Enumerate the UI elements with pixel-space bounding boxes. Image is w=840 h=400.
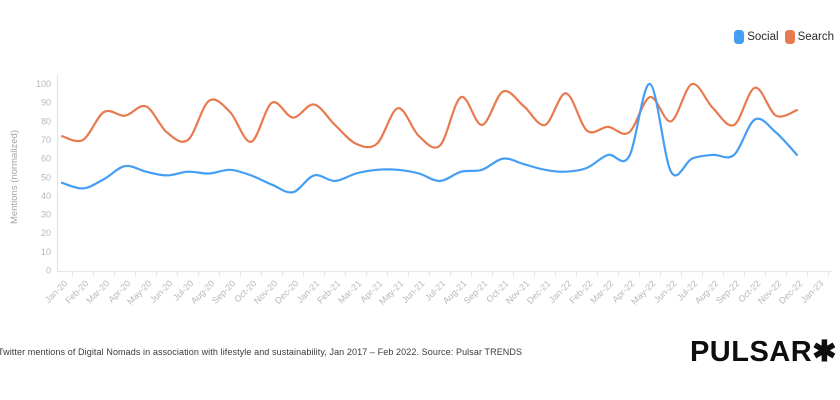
x-axis-tick-label: Dec-22: [777, 278, 805, 306]
social-line: [60, 82, 799, 194]
y-axis-tick-label: 60: [41, 154, 51, 164]
y-axis-tick-label: 40: [41, 191, 51, 201]
x-axis-tick-label: Jun-21: [400, 278, 427, 305]
x-axis-tick-label: Jun-20: [148, 278, 175, 305]
social-legend-swatch-icon: [734, 30, 745, 44]
pulsar-logo-text: PULSAR: [689, 336, 813, 368]
y-axis-title: Mentions (normalized): [9, 130, 20, 224]
y-axis-tick-label: 90: [41, 98, 51, 108]
y-axis-tick-label: 30: [41, 210, 51, 220]
y-axis-tick-label: 20: [41, 228, 51, 238]
x-axis-tick-label: Dec-21: [525, 278, 553, 306]
pulsar-logo-asterisk-icon: ✱: [812, 336, 837, 368]
y-axis-tick-label: 80: [41, 116, 51, 126]
search-line: [60, 82, 799, 149]
y-axis-tick-label: 70: [41, 135, 51, 145]
legend-label-search: Search: [797, 31, 834, 43]
x-axis-tick-label: Dec-20: [273, 278, 301, 306]
chart-legend: Social Search: [734, 30, 834, 44]
x-axis-tick-label: Mar-20: [84, 278, 111, 305]
y-axis-tick-label: 50: [41, 172, 51, 182]
x-axis-tick-label: Jan-23: [799, 278, 826, 305]
legend-item-search[interactable]: Search: [784, 30, 834, 44]
mentions-trend-chart[interactable]: 0 10 20 30 40 50 60 70 80 90 100 Mentions (normaliz…: [0, 0, 840, 330]
pulsar-logo: PULSAR✱: [690, 334, 837, 369]
y-axis-tick-label: 0: [46, 266, 51, 276]
legend-label-social: Social: [747, 31, 779, 43]
search-legend-swatch-icon: [784, 30, 795, 44]
x-axis-tick-label: Sep-22: [714, 278, 742, 306]
x-axis-tick-label: Sep-20: [210, 278, 238, 306]
chart-caption: Twitter mentions of Digital Nomads in as…: [0, 347, 523, 357]
x-axis-tick-label: Mar-22: [588, 278, 615, 305]
legend-item-social[interactable]: Social: [734, 30, 779, 44]
y-axis-tick-label: 100: [36, 79, 51, 89]
x-axis-tick-label: Jun-22: [652, 278, 679, 305]
x-axis-tick-label: Sep-21: [462, 278, 490, 306]
y-axis-tick-label: 10: [41, 247, 51, 257]
x-axis-tick-label: Mar-21: [336, 278, 363, 305]
